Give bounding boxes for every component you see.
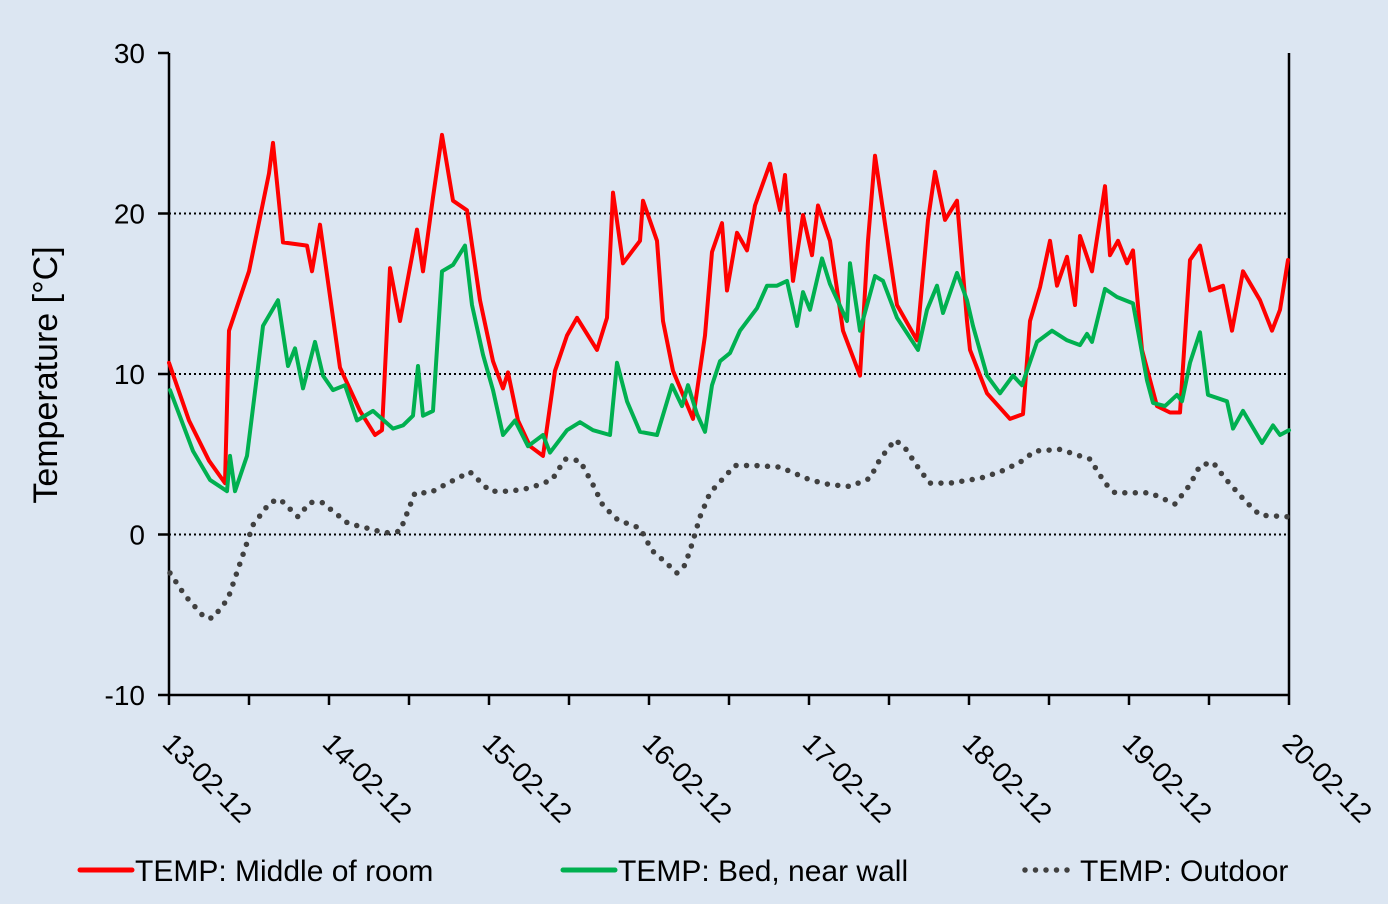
legend-label: TEMP: Middle of room bbox=[135, 855, 433, 888]
y-tick-label: 10 bbox=[114, 359, 145, 390]
series-group bbox=[167, 132, 1292, 621]
gridlines bbox=[169, 212, 1289, 536]
y-tick-label: 20 bbox=[114, 199, 145, 230]
x-tick-label: 13-02-12 bbox=[157, 727, 258, 828]
legend: TEMP: Middle of room TEMP: Bed, near wall… bbox=[77, 855, 1288, 888]
x-tick-label: 15-02-12 bbox=[477, 727, 578, 828]
y-tick-label: 30 bbox=[114, 38, 145, 69]
y-axis-label: Temperature [°C] bbox=[27, 246, 65, 503]
x-tick-labels: 13-02-12 14-02-12 15-02-12 16-02-12 17-02-12… bbox=[157, 727, 1378, 828]
y-tick-labels: -10 0 10 20 30 bbox=[105, 38, 145, 711]
series-line-0 bbox=[167, 132, 1290, 486]
legend-label: TEMP: Outdoor bbox=[1080, 855, 1288, 888]
x-tick-label: 17-02-12 bbox=[797, 727, 898, 828]
x-tick-label: 16-02-12 bbox=[637, 727, 738, 828]
axes bbox=[158, 51, 1291, 705]
legend-label: TEMP: Bed, near wall bbox=[618, 855, 908, 888]
series-line-1 bbox=[168, 243, 1291, 494]
x-tick-label: 20-02-12 bbox=[1277, 727, 1378, 828]
x-tick-label: 19-02-12 bbox=[1117, 727, 1218, 828]
x-tick-label: 18-02-12 bbox=[957, 727, 1058, 828]
y-tick-label: 0 bbox=[129, 520, 145, 551]
x-tick-label: 14-02-12 bbox=[317, 727, 418, 828]
series-line-2 bbox=[167, 437, 1292, 621]
y-tick-label: -10 bbox=[105, 680, 145, 711]
